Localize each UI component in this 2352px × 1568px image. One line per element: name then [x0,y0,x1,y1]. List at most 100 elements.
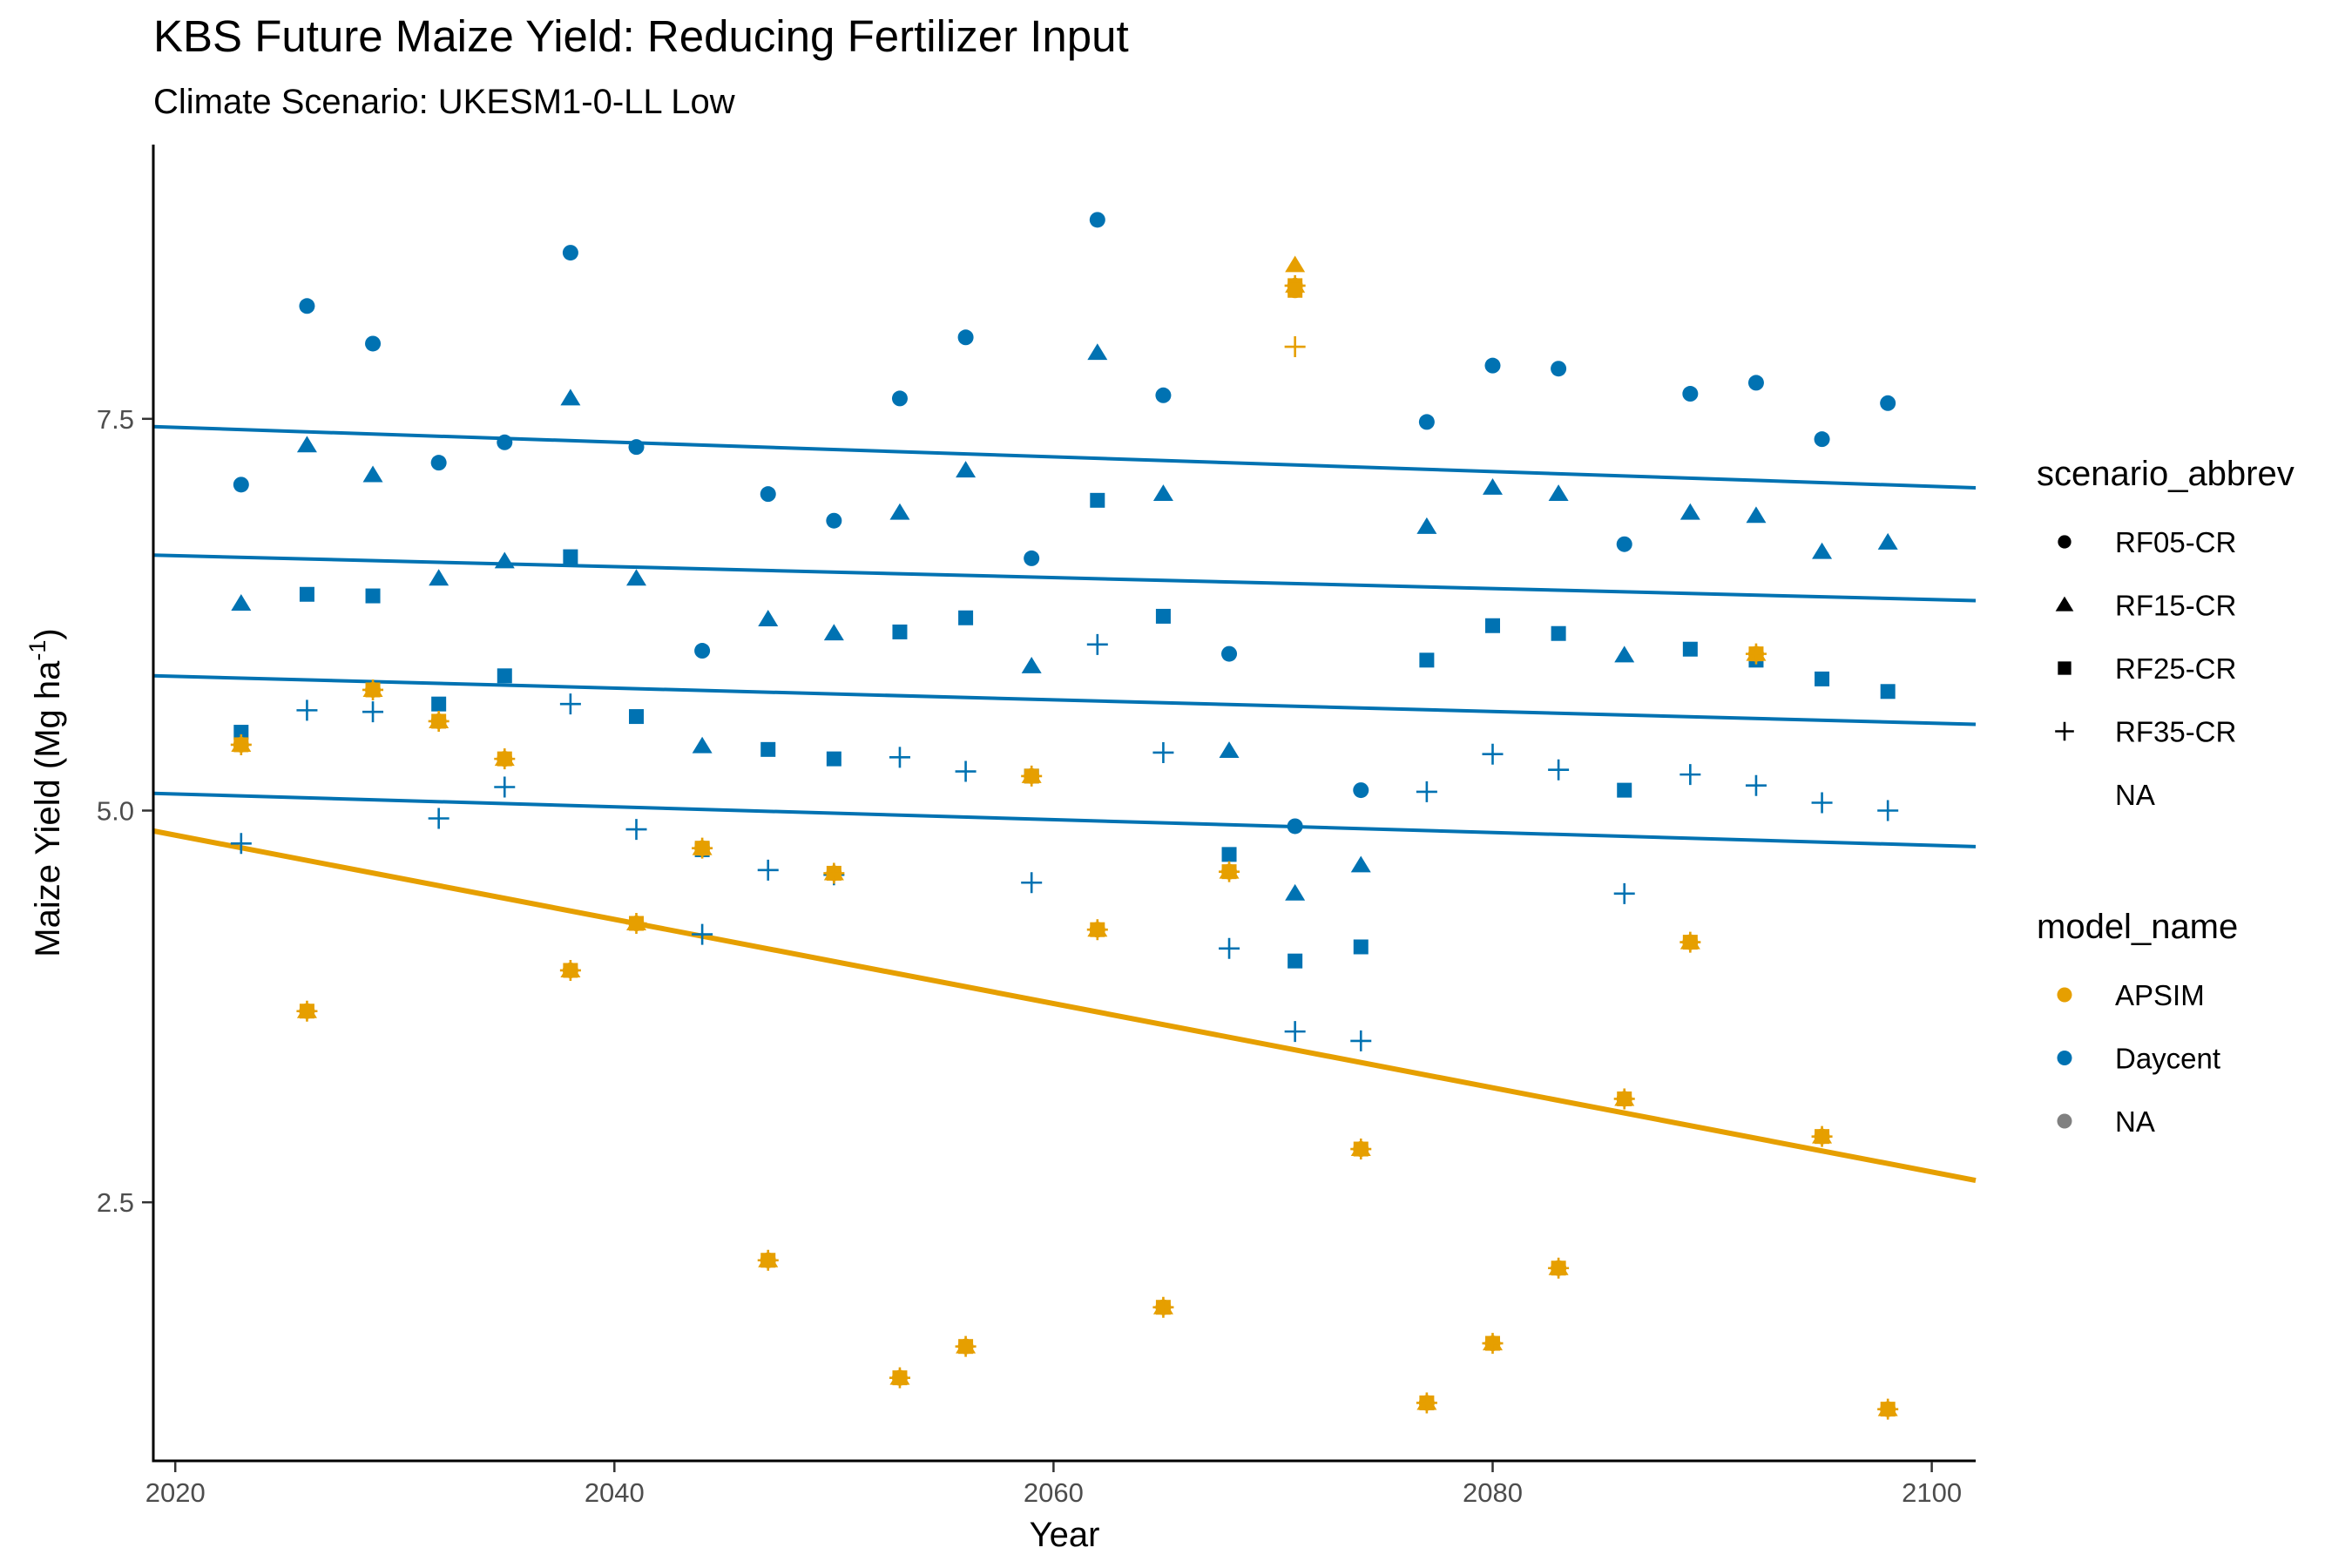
point-daycent-rf05-cr-2023 [233,476,249,493]
point-daycent-rf35-cr-2038 [559,693,581,715]
point-apsim-rf15-cr-2071 [1285,255,1306,273]
point-layer [230,212,1899,1420]
point-apsim-all-2041 [625,913,647,935]
point-apsim-all-2038 [559,959,581,981]
point-apsim-all-2077-plus [1416,1392,1437,1414]
point-daycent-rf15-cr-2098 [1877,532,1898,550]
y-tick-label-7.5: 7.5 [97,404,134,435]
point-daycent-rf15-cr-2095 [1812,542,1833,559]
point-apsim-all-2080 [1482,1333,1504,1355]
point-apsim-all-2050-plus [823,862,845,884]
point-apsim-rf35-cr-2071 [1284,336,1306,358]
point-apsim-all-2083 [1548,1257,1570,1279]
trendline-daycent-rf15-cr [152,553,1977,603]
point-daycent-rf35-cr-2077 [1416,781,1437,802]
point-daycent-rf35-cr-2023 [230,833,252,855]
legend-scenario-title: scenario_abbrev [2037,455,2295,493]
point-daycent-rf05-cr-2086 [1616,536,1632,552]
point-daycent-rf35-cr-2092 [1745,774,1767,796]
x-tick-label-2100: 2100 [1902,1477,1962,1508]
y-axis-title-close: ) [29,628,67,639]
point-daycent-rf15-cr-2068 [1219,741,1240,759]
point-daycent-rf35-cr-2089 [1680,764,1701,786]
point-daycent-rf15-cr-2038 [560,389,581,406]
point-daycent-rf05-cr-2077 [1418,414,1435,430]
point-daycent-rf05-cr-2089 [1682,386,1699,402]
trendline-daycent-rf35-cr [152,791,1977,848]
legend-label-rf15-cr: RF15-CR [2115,590,2236,622]
x-tick-label-2020: 2020 [145,1477,206,1508]
point-daycent-rf05-cr-2074 [1353,782,1369,799]
point-daycent-rf35-cr-2029 [362,701,384,723]
point-daycent-rf25-cr-2041 [629,709,645,725]
legend-key-rf25-cr [2058,661,2072,675]
point-daycent-rf25-cr-2065 [1155,608,1171,624]
point-apsim-all-2026-plus [296,1000,318,1022]
point-daycent-rf05-cr-2032 [430,455,447,471]
point-apsim-all-2083-plus [1548,1257,1570,1279]
point-daycent-rf05-cr-2047 [760,486,776,503]
point-daycent-rf15-cr-2032 [429,569,449,586]
point-daycent-rf35-cr-2095 [1811,792,1833,814]
point-daycent-rf25-cr-2053 [892,624,908,639]
point-daycent-rf25-cr-2080 [1484,618,1500,633]
point-apsim-all-2098-plus [1877,1398,1899,1420]
legend-label-model-daycent: Daycent [2115,1043,2220,1075]
chart-title: KBS Future Maize Yield: Reducing Fertili… [153,11,1129,61]
point-daycent-rf15-cr-2065 [1152,484,1173,502]
trendline-layer [152,424,1977,1183]
point-apsim-all-2044-plus [692,837,713,859]
point-daycent-rf35-cr-2074 [1350,1030,1372,1051]
point-daycent-rf35-cr-2071 [1284,1021,1306,1043]
point-daycent-rf15-cr-2035 [494,551,515,569]
point-daycent-rf25-cr-2062 [1090,492,1105,508]
point-apsim-all-2077 [1416,1392,1437,1414]
point-daycent-rf15-cr-2071 [1285,883,1306,901]
legend-key-model-daycent [2057,1051,2072,1065]
point-apsim-all-2050 [823,862,845,884]
y-axis-title-exponent: -1 [24,640,51,661]
point-apsim-all-2047-plus [757,1249,779,1271]
point-daycent-rf25-cr-2047 [760,741,776,757]
point-daycent-rf05-cr-2026 [299,298,315,314]
x-axis-ticks: 2020 2040 2060 2080 2100 [145,1462,1962,1508]
legend-key-rf05-cr [2058,535,2072,549]
point-apsim-all-2059-plus [1021,765,1043,787]
point-apsim-all-2080-plus [1482,1333,1504,1355]
point-daycent-rf05-cr-2080 [1484,357,1501,374]
point-daycent-rf15-cr-2053 [889,503,910,520]
x-axis-title: Year [1030,1516,1100,1554]
point-daycent-rf35-cr-2059 [1021,872,1043,894]
point-apsim-all-2074-plus [1350,1139,1372,1160]
point-apsim-all-2062 [1086,919,1108,941]
point-daycent-rf05-cr-2035 [497,434,513,450]
point-daycent-rf15-cr-2059 [1021,657,1042,673]
y-axis-title-main: Maize Yield (Mg ha [29,660,67,957]
point-daycent-rf15-cr-2080 [1482,477,1503,495]
point-daycent-rf05-cr-2056 [957,329,974,346]
point-daycent-rf25-cr-2077 [1419,652,1435,668]
point-apsim-all-2023-plus [230,733,252,755]
legend-scenario: scenario_abbrev RF05-CR RF15-CR RF25-CR RF3… [2037,455,2295,811]
point-daycent-rf05-cr-2083 [1551,361,1567,377]
point-apsim-all-2059 [1021,765,1043,787]
point-daycent-rf15-cr-2074 [1350,855,1371,873]
point-daycent-rf05-cr-2098 [1880,395,1896,411]
legend-label-rf05-cr: RF05-CR [2115,526,2236,558]
point-daycent-rf05-cr-2050 [826,512,842,529]
point-apsim-all-2062-plus [1086,919,1108,941]
point-apsim-all-2035-plus [494,748,516,770]
trendline-apsim-all [152,828,1977,1183]
point-apsim-all-2041-plus [625,913,647,935]
point-daycent-rf35-cr-2083 [1548,759,1570,781]
point-apsim-all-2038-plus [559,959,581,981]
point-daycent-rf25-cr-2038 [563,549,578,564]
point-daycent-rf35-cr-2047 [757,859,779,881]
y-tick-label-2.5: 2.5 [97,1187,134,1218]
point-daycent-rf05-cr-2029 [365,335,382,352]
point-daycent-rf05-cr-2038 [562,245,578,261]
point-daycent-rf25-cr-2086 [1617,782,1632,798]
point-apsim-all-2068 [1219,861,1240,882]
legend-key-rf35-cr [2055,721,2074,741]
